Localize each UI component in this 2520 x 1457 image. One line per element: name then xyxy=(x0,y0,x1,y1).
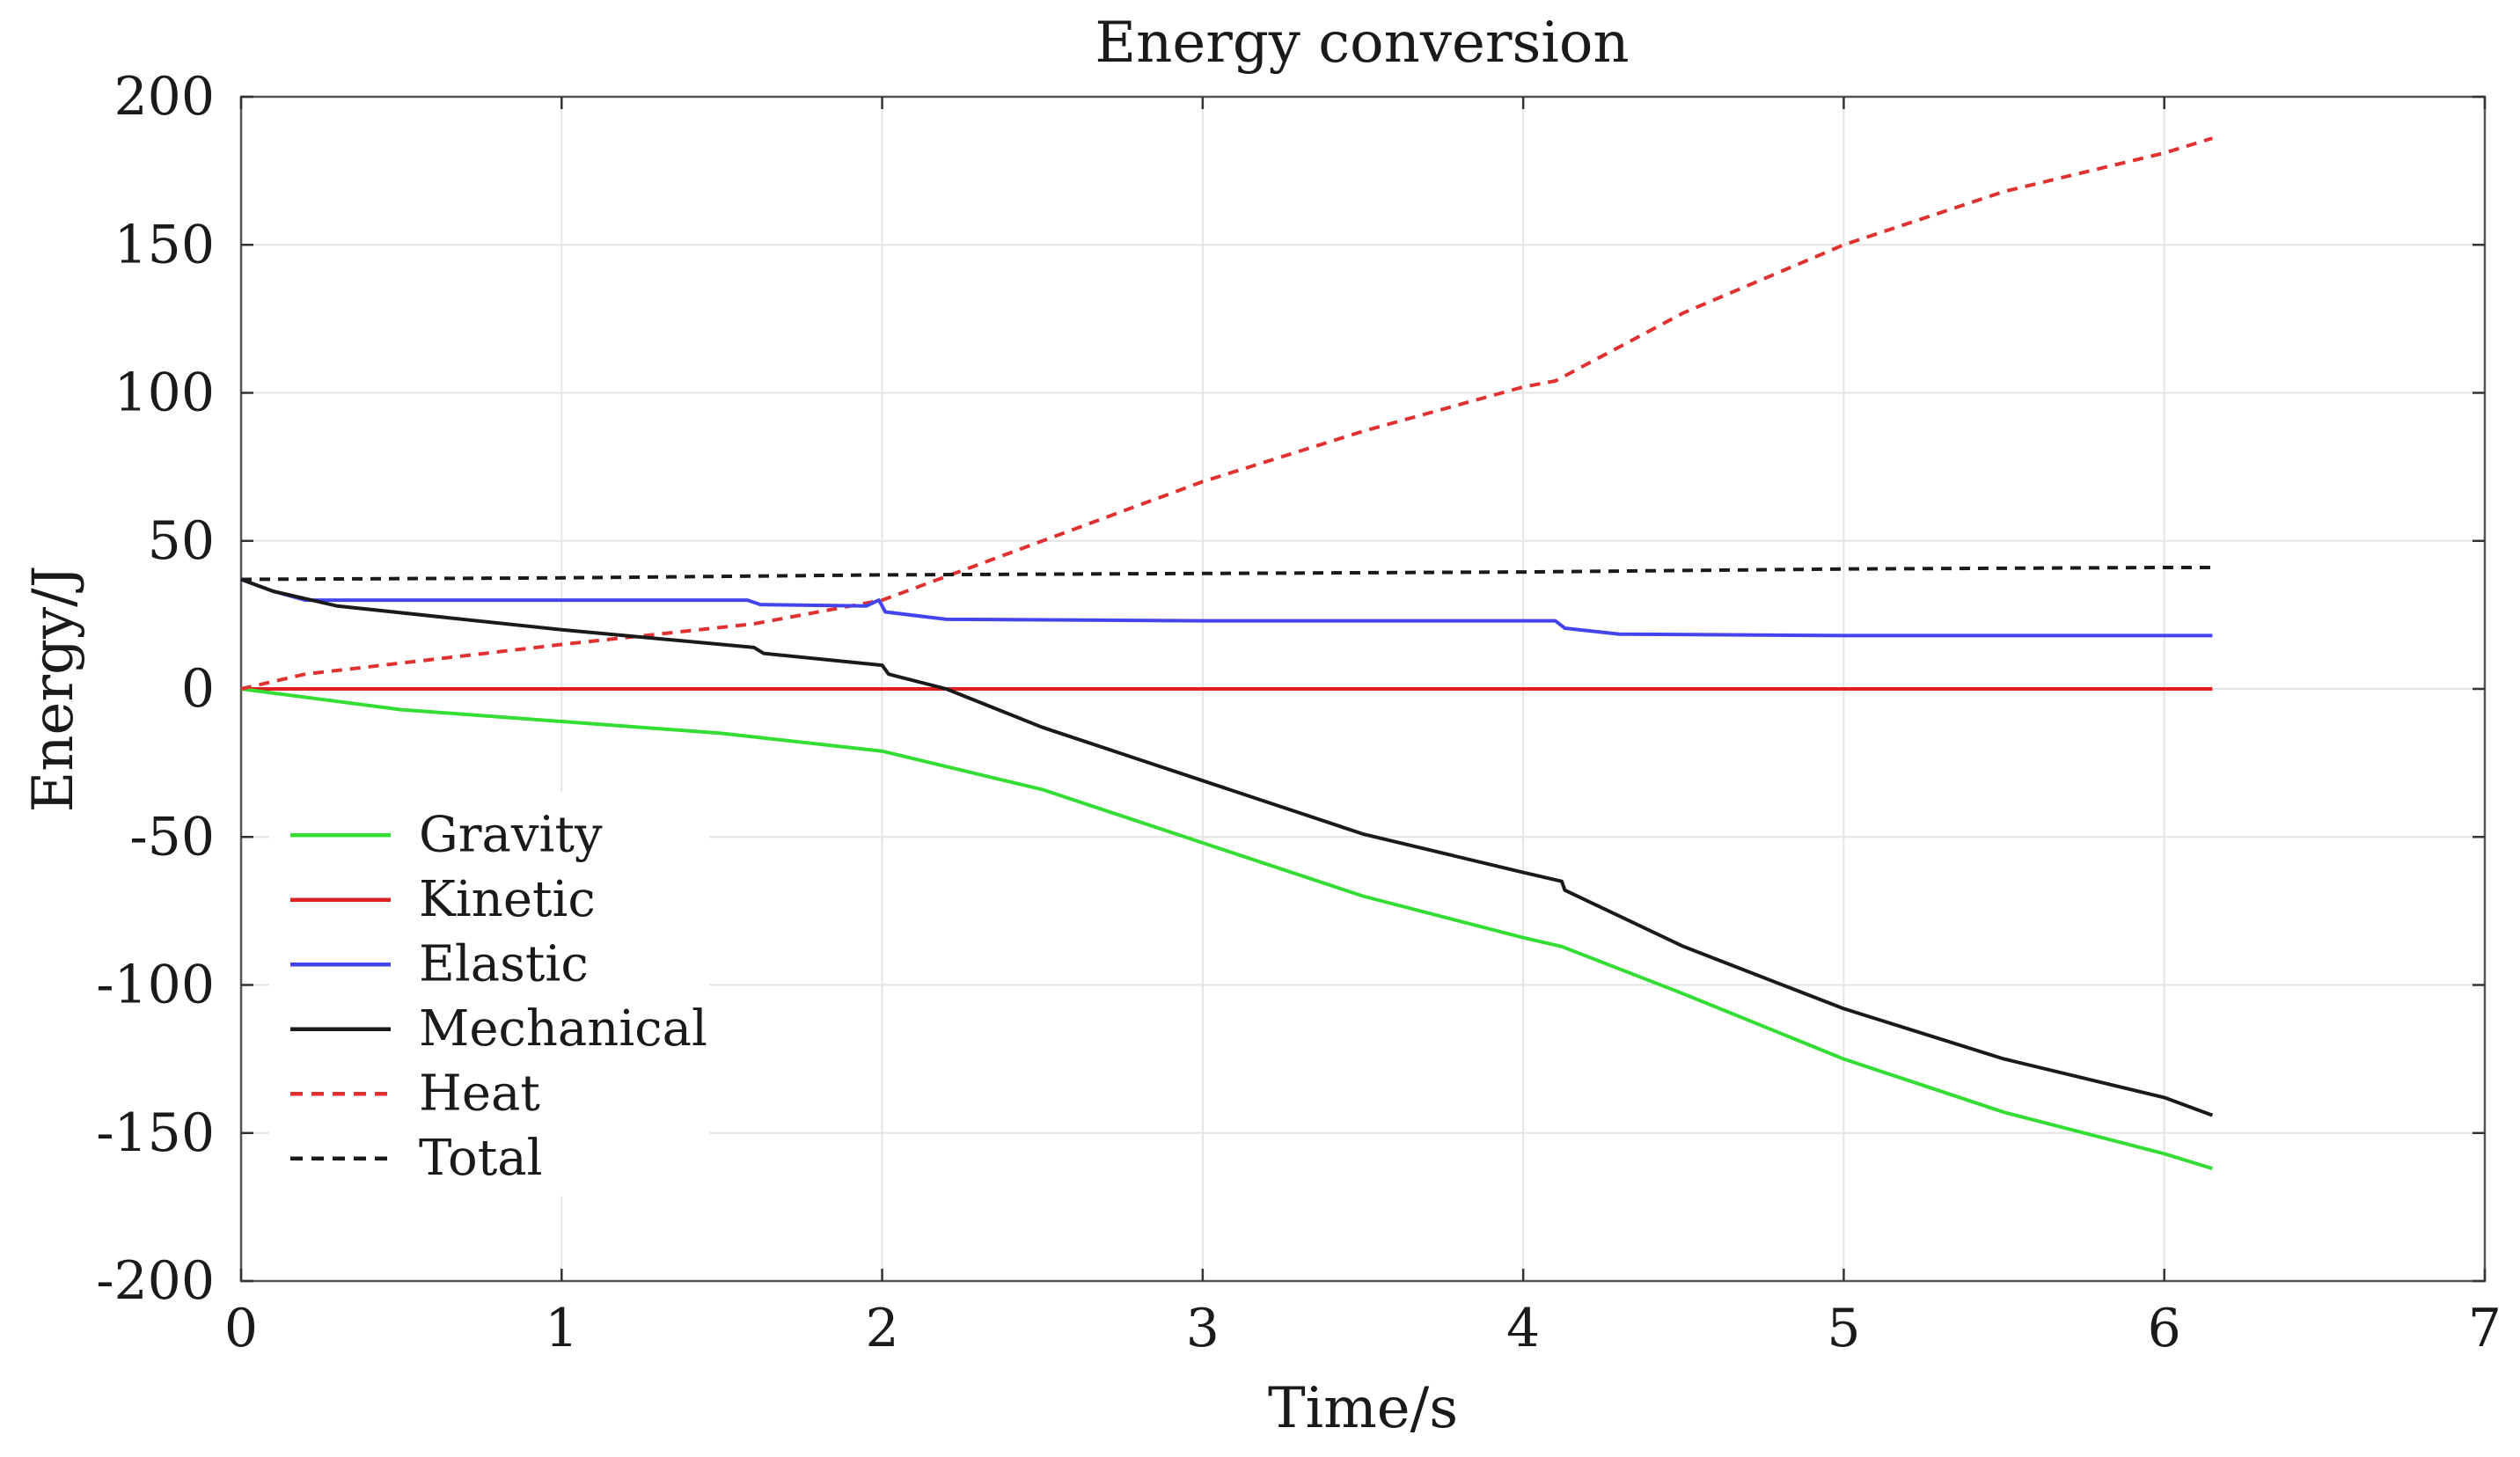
chart-title: Energy conversion xyxy=(1095,11,1629,76)
series-line-gravity xyxy=(240,687,2213,1171)
y-tick-labels: 200 150 100 50 0 -50 -100 -150 -200 xyxy=(96,66,215,1312)
y-tick-label: 0 xyxy=(181,658,215,720)
legend-label-mechanical: Mechanical xyxy=(419,1000,707,1058)
series-line-elastic xyxy=(240,577,2213,638)
x-tick-label: 3 xyxy=(1186,1298,1220,1359)
x-axis-title: Time/s xyxy=(1268,1376,1458,1441)
legend-label-heat: Heat xyxy=(419,1065,540,1122)
x-tick-labels: 0 1 2 3 4 5 6 7 xyxy=(224,1298,2502,1359)
y-tick-label: -150 xyxy=(96,1102,215,1164)
x-tick-label: 1 xyxy=(545,1298,578,1359)
x-tick-label: 2 xyxy=(865,1298,898,1359)
series xyxy=(240,136,2214,1171)
legend-label-total: Total xyxy=(419,1130,543,1187)
y-axis-title: Energy/J xyxy=(21,566,86,813)
legend-background xyxy=(269,791,709,1197)
x-tick-label: 6 xyxy=(2148,1298,2181,1359)
legend-label-kinetic: Kinetic xyxy=(419,871,596,928)
series-line-mechanical xyxy=(240,577,2214,1117)
x-tick-label: 7 xyxy=(2468,1298,2502,1359)
y-tick-label: -200 xyxy=(96,1250,215,1312)
y-tick-label: -50 xyxy=(129,806,215,868)
x-tick-label: 4 xyxy=(1506,1298,1540,1359)
x-tick-label: 0 xyxy=(224,1298,258,1359)
x-tick-label: 5 xyxy=(1827,1298,1860,1359)
y-tick-label: 50 xyxy=(148,510,215,572)
series-line-heat xyxy=(240,136,2213,691)
y-tick-label: 200 xyxy=(114,66,215,128)
legend-label-elastic: Elastic xyxy=(419,935,589,992)
series-line-total xyxy=(240,566,2213,582)
y-tick-label: 100 xyxy=(114,362,215,424)
y-tick-label: -100 xyxy=(96,955,215,1016)
legend-label-gravity: Gravity xyxy=(419,806,603,863)
legend: Gravity Kinetic Elastic Mechanical Heat Total xyxy=(269,791,709,1197)
y-tick-label: 150 xyxy=(114,214,215,275)
